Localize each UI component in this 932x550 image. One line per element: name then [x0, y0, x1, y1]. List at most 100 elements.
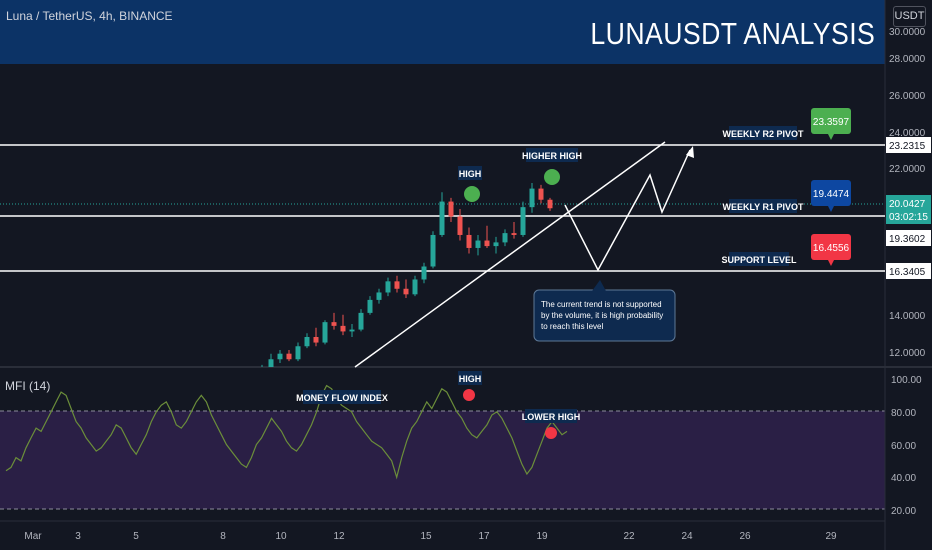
mfi-tick: 20.00	[891, 506, 916, 517]
candle-body	[439, 201, 445, 235]
candle-body	[340, 325, 346, 332]
price-tick: 30.0000	[889, 27, 926, 38]
candle-body	[511, 233, 517, 235]
candle-body	[349, 329, 355, 332]
support-tag-bg	[729, 252, 789, 266]
header-band	[0, 0, 885, 64]
time-tick: 3	[75, 531, 81, 542]
high-tag: HIGH	[459, 169, 482, 179]
support-badge[interactable]	[811, 234, 851, 260]
candle-body	[322, 322, 328, 343]
mfi-tick: 40.00	[891, 473, 916, 484]
candle-body	[385, 281, 391, 293]
time-tick: 29	[825, 531, 837, 542]
candle-body	[475, 240, 481, 248]
time-axis[interactable]: Mar 3 5 8 10 12 15 17 19 22 24 26 29	[24, 531, 837, 542]
mfi-lower-high-marker[interactable]	[545, 427, 557, 439]
time-tick: 22	[623, 531, 635, 542]
price-tick: 26.0000	[889, 91, 926, 102]
note-line-2: by the volume, it is high probability	[541, 311, 663, 320]
r1-badge[interactable]	[811, 180, 851, 206]
candle-body	[331, 322, 337, 326]
r2-badge-value: 23.3597	[813, 117, 850, 128]
mfi-high-marker[interactable]	[463, 389, 475, 401]
weekly-r1-tag: WEEKLY R1 PIVOT	[722, 202, 804, 212]
lower-high-tag-bg	[525, 409, 577, 423]
note-line-1: The current trend is not supported	[541, 300, 662, 309]
mfi-high-tag: HIGH	[459, 374, 482, 384]
candles-group	[261, 183, 553, 367]
support-level-tag: SUPPORT LEVEL	[721, 255, 797, 265]
high-tag-bg	[458, 166, 482, 180]
mfi-axis[interactable]: 100.00 80.00 60.00 40.00 20.00	[891, 375, 922, 517]
price-tick: 28.0000	[889, 54, 926, 65]
chart-title: LUNAUSDT ANALYSIS	[590, 16, 875, 51]
level-label-box	[886, 263, 931, 279]
high-marker[interactable]	[464, 186, 480, 202]
price-tick: 24.0000	[889, 128, 926, 139]
last-price-text: 20.0427	[889, 199, 926, 210]
candle-body	[430, 234, 436, 267]
candle-body	[520, 207, 526, 235]
candle-body	[412, 279, 418, 295]
note-line-3: to reach this level	[541, 322, 603, 331]
time-tick: 24	[681, 531, 693, 542]
candle-body	[358, 312, 364, 330]
time-tick: 15	[420, 531, 432, 542]
time-tick: 8	[220, 531, 226, 542]
candle-body	[295, 346, 301, 360]
price-tick: 14.0000	[889, 311, 926, 322]
candle-body	[277, 353, 283, 360]
mfi-label-tag: MONEY FLOW INDEX	[296, 393, 388, 403]
r1-tag-bg	[729, 199, 797, 213]
higher-high-marker[interactable]	[544, 169, 560, 185]
level-label-text: 23.2315	[889, 141, 926, 152]
price-tick: 12.0000	[889, 348, 926, 359]
support-badge-pointer	[828, 260, 834, 266]
higher-high-tag-bg	[526, 148, 578, 162]
candle-body	[529, 188, 535, 208]
time-tick: 10	[275, 531, 287, 542]
weekly-r2-tag: WEEKLY R2 PIVOT	[722, 129, 804, 139]
candle-body	[448, 201, 454, 217]
higher-high-tag: HIGHER HIGH	[522, 151, 582, 161]
lower-high-tag: LOWER HIGH	[522, 412, 581, 422]
symbol-legend[interactable]: Luna / TetherUS, 4h, BINANCE	[6, 9, 173, 23]
candle-body	[268, 359, 274, 367]
r2-tag-bg	[729, 126, 797, 140]
candle-body	[457, 216, 463, 235]
mfi-tick: 80.00	[891, 408, 916, 419]
currency-button[interactable]: USDT	[893, 6, 926, 27]
support-badge-value: 16.4556	[813, 243, 850, 254]
candle-body	[367, 299, 373, 313]
mfi-high-tag-bg	[458, 371, 482, 385]
level-label-text: 16.3405	[889, 267, 926, 278]
r1-badge-value: 19.4474	[813, 189, 850, 200]
time-tick: 17	[478, 531, 490, 542]
projection-path[interactable]	[564, 149, 691, 272]
mfi-group	[5, 384, 568, 480]
mfi-indicator-title[interactable]: MFI (14)	[5, 379, 51, 393]
time-tick: 12	[333, 531, 345, 542]
time-tick: 5	[133, 531, 139, 542]
note-callout-pointer	[592, 280, 606, 291]
time-tick: Mar	[24, 531, 42, 542]
r2-badge[interactable]	[811, 108, 851, 134]
candle-body	[484, 240, 490, 247]
trend-line[interactable]	[354, 141, 666, 368]
candle-body	[502, 233, 508, 243]
mfi-tick: 60.00	[891, 441, 916, 452]
r2-badge-pointer	[828, 134, 834, 140]
price-axis[interactable]: 30.0000 28.0000 26.0000 24.0000 22.0000 …	[889, 27, 926, 359]
candle-body	[466, 234, 472, 248]
candle-body	[421, 266, 427, 280]
last-price-box	[886, 195, 931, 224]
time-tick: 26	[739, 531, 751, 542]
candle-body	[538, 188, 544, 200]
candle-body	[547, 199, 553, 209]
level-label-box	[886, 137, 931, 153]
candle-body	[286, 353, 292, 360]
level-label-box	[886, 230, 931, 246]
level-label-text: 19.3602	[889, 234, 926, 245]
